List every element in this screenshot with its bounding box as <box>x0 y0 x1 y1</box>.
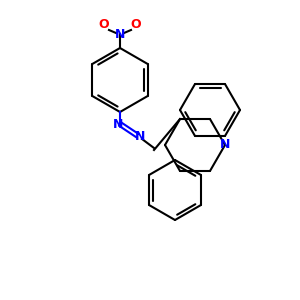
Text: O: O <box>99 19 109 32</box>
Text: N: N <box>115 28 125 40</box>
Text: O: O <box>131 19 141 32</box>
Text: N: N <box>113 118 123 130</box>
Text: N: N <box>220 139 230 152</box>
Text: N: N <box>135 130 145 142</box>
